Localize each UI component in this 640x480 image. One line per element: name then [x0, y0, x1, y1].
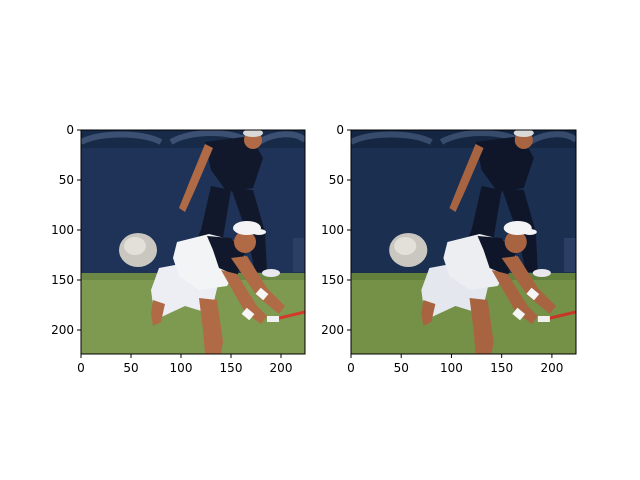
wall-logo: [563, 238, 576, 272]
y-tick-label: 100: [321, 223, 344, 237]
player-leg-front: [199, 298, 223, 354]
wristband-right: [241, 307, 255, 321]
x-tick-label: 200: [270, 361, 293, 375]
judge-torso: [205, 136, 263, 192]
judge-arm: [179, 144, 213, 212]
judge-arm: [449, 144, 484, 212]
y-tick-label: 0: [336, 123, 344, 137]
y-tick-label: 150: [51, 273, 74, 287]
y-tick-label: 200: [51, 323, 74, 337]
y-tick-label: 150: [321, 273, 344, 287]
wristband-left: [255, 287, 269, 301]
axes-frame: [80, 129, 306, 355]
x-tick-label: 50: [394, 361, 409, 375]
player-arm-right: [491, 270, 538, 324]
y-tick-label: 50: [59, 173, 74, 187]
player-head: [504, 230, 527, 254]
y-tick-label: 50: [329, 173, 344, 187]
player-head: [234, 231, 256, 253]
player-leg-front: [469, 298, 494, 354]
judge-cap: [243, 130, 263, 137]
microphone-highlight: [124, 237, 146, 255]
player-arm-left: [501, 256, 556, 314]
x-tick-label: 50: [123, 361, 138, 375]
x-tick-label: 0: [347, 361, 355, 375]
player-arm-right: [221, 270, 267, 324]
judge-shoe: [262, 269, 280, 277]
x-tick-label: 0: [77, 361, 85, 375]
x-tick-label: 150: [220, 361, 243, 375]
x-tick-label: 100: [440, 361, 463, 375]
microphone-highlight: [394, 237, 417, 255]
y-tick-label: 100: [51, 223, 74, 237]
player-arm-left: [231, 256, 285, 314]
racket-grip: [537, 316, 550, 322]
judge-torso: [475, 136, 534, 192]
wristband-right: [512, 307, 526, 321]
image-panel-left: 0 50 100 150 200 0 50 100 150 200: [51, 123, 306, 375]
player-leg-back: [151, 300, 165, 326]
judge-shoe: [532, 269, 551, 277]
judge-cap: [513, 130, 534, 137]
tennis-photo: [81, 130, 305, 354]
racket-grip: [267, 316, 279, 322]
y-tick-label: 200: [321, 323, 344, 337]
y-tick-label: 0: [66, 123, 74, 137]
player-leg-back: [421, 300, 436, 326]
wall-logo: [293, 238, 305, 272]
wristband-left: [526, 287, 540, 301]
x-tick-label: 150: [490, 361, 513, 375]
player-cap-brim: [522, 229, 537, 235]
tennis-photo: [351, 130, 576, 354]
player-cap-brim: [252, 229, 266, 235]
x-tick-label: 200: [540, 361, 563, 375]
image-panel-right: 0 50 100 150 200 0 50 100 150 200: [321, 123, 577, 375]
axes-frame: [350, 129, 577, 355]
x-tick-label: 100: [170, 361, 193, 375]
